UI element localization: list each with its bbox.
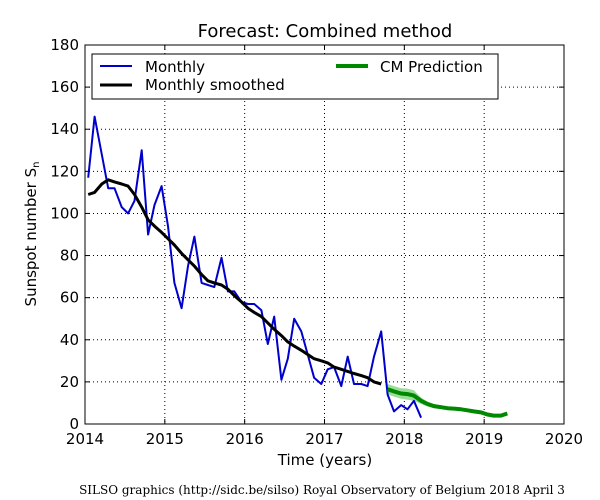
y-tick-label-20: 20 bbox=[60, 373, 79, 391]
prediction-band-layer bbox=[387, 384, 508, 417]
series-line-cm-prediction bbox=[386, 387, 508, 418]
x-axis-label: Time (years) bbox=[277, 451, 372, 469]
grid bbox=[85, 45, 564, 424]
y-tick-label-80: 80 bbox=[60, 247, 79, 265]
legend-box bbox=[91, 53, 499, 100]
y-tick-label-120: 120 bbox=[50, 162, 79, 180]
legend: Monthly Monthly smoothed CM Prediction bbox=[91, 53, 499, 100]
x-tick-label-2015: 2015 bbox=[146, 430, 184, 448]
axis-ticks bbox=[84, 44, 565, 425]
y-axis-label-subscript: n bbox=[31, 162, 42, 168]
x-tick-label-2016: 2016 bbox=[226, 430, 264, 448]
y-tick-label-180: 180 bbox=[50, 36, 79, 54]
legend-label-cm-prediction: CM Prediction bbox=[380, 58, 483, 76]
series-line-monthly-smoothed bbox=[87, 178, 382, 386]
y-tick-label-140: 140 bbox=[50, 120, 79, 138]
y-tick-label-40: 40 bbox=[60, 331, 79, 349]
y-axis-label: Sunspot number Sn bbox=[22, 162, 42, 307]
footer-credit: SILSO graphics (http://sidc.be/silso) Ro… bbox=[79, 483, 565, 497]
x-tick-label-2014: 2014 bbox=[66, 430, 104, 448]
chart-title: Forecast: Combined method bbox=[198, 21, 453, 42]
series-line-monthly bbox=[87, 115, 423, 419]
x-tick-label-2017: 2017 bbox=[305, 430, 343, 448]
series-band-cm-prediction bbox=[387, 384, 508, 417]
x-tick-label-2019: 2019 bbox=[465, 430, 503, 448]
y-tick-label-100: 100 bbox=[50, 204, 79, 222]
legend-label-monthly: Monthly bbox=[145, 58, 205, 76]
x-tick-labels: 2014 2015 2016 2017 2018 2019 2020 bbox=[66, 430, 583, 448]
y-tick-label-160: 160 bbox=[50, 78, 79, 96]
legend-label-monthly-smoothed: Monthly smoothed bbox=[145, 76, 285, 94]
series-layer bbox=[87, 115, 508, 419]
x-tick-label-2020: 2020 bbox=[545, 430, 583, 448]
y-axis-label-main: Sunspot number S bbox=[22, 168, 40, 307]
y-tick-label-0: 0 bbox=[69, 415, 79, 433]
x-tick-label-2018: 2018 bbox=[385, 430, 423, 448]
y-tick-labels: 0 20 40 60 80 100 120 140 160 180 bbox=[50, 36, 79, 433]
y-tick-label-60: 60 bbox=[60, 289, 79, 307]
